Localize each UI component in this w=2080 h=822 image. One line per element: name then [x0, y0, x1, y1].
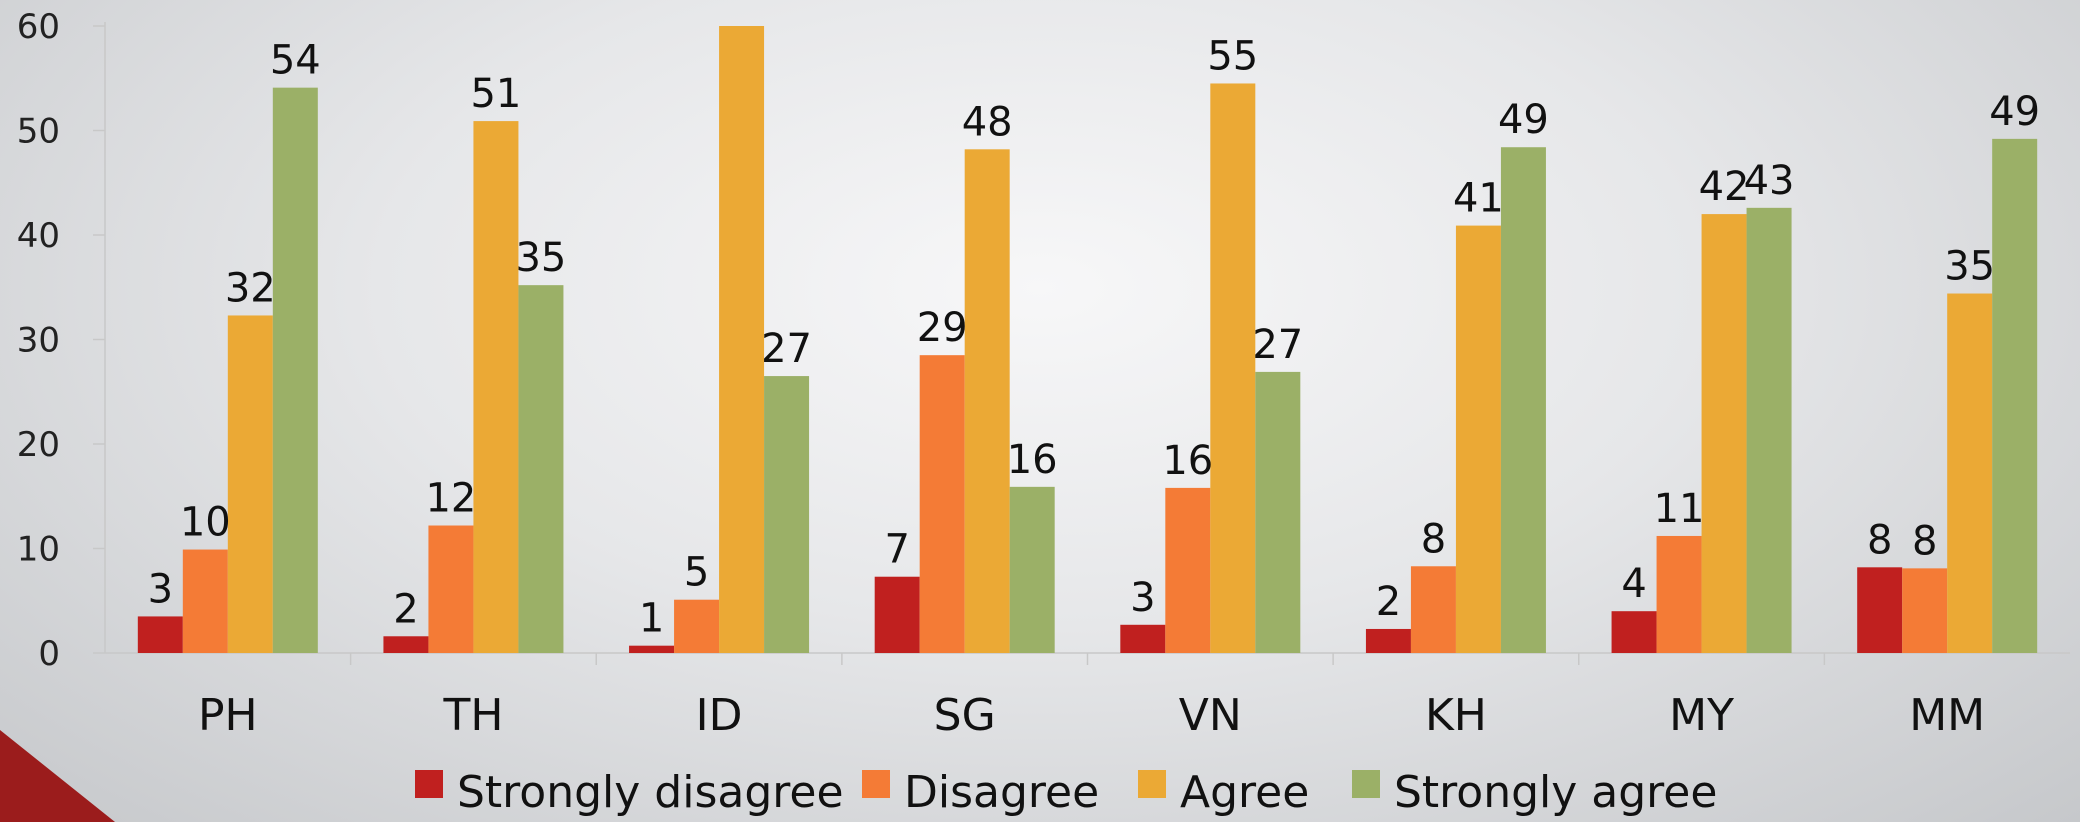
x-category-label: MM [1909, 690, 1985, 741]
data-label: 29 [917, 305, 968, 351]
data-label: 16 [1162, 438, 1213, 484]
bar [764, 376, 810, 653]
bar [227, 315, 273, 653]
bar [272, 87, 318, 653]
data-label: 3 [1130, 575, 1155, 621]
data-label: 41 [1453, 176, 1504, 222]
bar [1701, 214, 1747, 653]
y-tick-label: 10 [17, 530, 60, 570]
data-label: 54 [270, 38, 321, 84]
bar [1255, 371, 1301, 653]
bar [964, 149, 1010, 653]
data-label: 49 [1498, 97, 1549, 143]
legend-label: Strongly agree [1394, 767, 1717, 818]
bar [1210, 83, 1256, 654]
bar [919, 355, 965, 653]
data-label: 4 [1621, 561, 1646, 607]
x-category-label: PH [198, 690, 258, 741]
data-label: 3 [148, 566, 173, 612]
data-label: 2 [1376, 579, 1401, 625]
bar [428, 525, 474, 653]
bar [1165, 487, 1211, 653]
data-label: 12 [425, 476, 476, 522]
data-label: 27 [761, 326, 812, 372]
bar [1992, 138, 2038, 654]
bar [719, 26, 765, 653]
data-label: 27 [1252, 322, 1303, 368]
bar [629, 645, 675, 653]
bar [1009, 486, 1055, 653]
data-label: 32 [225, 265, 276, 311]
data-label: 35 [1944, 244, 1995, 290]
data-label: 2 [393, 586, 418, 632]
data-label: 16 [1007, 437, 1058, 483]
x-category-label: KH [1425, 690, 1487, 741]
bar [1947, 293, 1993, 653]
bar [383, 636, 429, 653]
bar [1455, 225, 1501, 653]
data-label: 1 [639, 596, 664, 642]
data-label: 43 [1744, 158, 1795, 204]
corner-triangle-decoration [0, 730, 115, 822]
legend-label: Disagree [904, 767, 1099, 818]
bar [874, 576, 920, 653]
y-tick-label: 0 [38, 634, 60, 674]
y-tick-label: 60 [17, 7, 60, 47]
bar [137, 616, 183, 653]
bar [674, 599, 720, 653]
legend-swatch [1138, 770, 1166, 798]
y-tick-label: 20 [17, 425, 60, 465]
bar [1120, 624, 1166, 653]
bar [1902, 568, 1948, 653]
data-label: 5 [684, 550, 709, 596]
data-label: 11 [1654, 486, 1705, 532]
data-label: 10 [180, 500, 231, 546]
legend-swatch [1352, 770, 1380, 798]
bar [1857, 567, 1903, 653]
data-label: 55 [1207, 33, 1258, 79]
bar [182, 549, 228, 653]
bar [1611, 611, 1657, 653]
bar [518, 285, 564, 653]
legend-label: Agree [1180, 767, 1309, 818]
data-label: 51 [470, 71, 521, 117]
data-label: 35 [515, 235, 566, 281]
legend-swatch [862, 770, 890, 798]
data-label: 42 [1699, 164, 1750, 210]
y-tick-label: 40 [17, 216, 60, 256]
data-label: 8 [1867, 517, 1892, 563]
bar [1656, 535, 1702, 653]
data-label: 49 [1989, 89, 2040, 135]
data-label: 48 [962, 99, 1013, 145]
y-tick-label: 30 [17, 321, 60, 361]
bar [473, 121, 519, 654]
x-category-label: MY [1669, 690, 1734, 741]
y-tick-label: 50 [17, 112, 60, 152]
bar [1746, 207, 1792, 653]
bar [1365, 628, 1411, 653]
x-category-label: VN [1179, 690, 1242, 741]
legend-label: Strongly disagree [457, 767, 844, 818]
data-label: 8 [1421, 516, 1446, 562]
legend-swatch [415, 770, 443, 798]
data-label: 8 [1912, 518, 1937, 564]
bar [1410, 566, 1456, 653]
x-category-label: SG [934, 690, 996, 741]
x-category-label: ID [696, 690, 743, 741]
data-label: 7 [884, 527, 909, 573]
bar [1500, 147, 1546, 653]
x-category-label: TH [442, 690, 503, 741]
